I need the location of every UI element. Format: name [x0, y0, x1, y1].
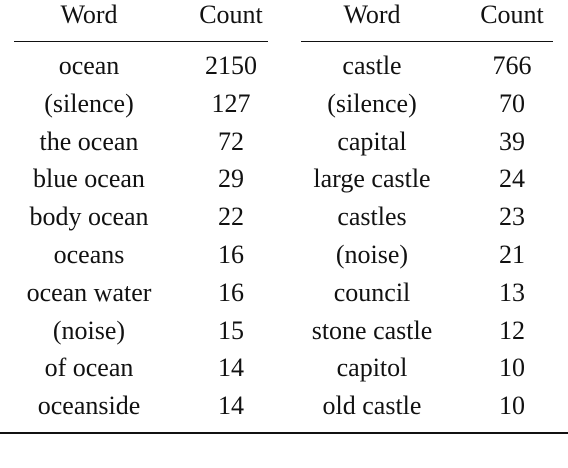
- right-count-cell: 10: [499, 391, 525, 420]
- right-count-cell: 70: [499, 89, 525, 118]
- right-count-cell: 10: [499, 353, 525, 382]
- right-count-cell: 13: [499, 278, 525, 307]
- right-word-cell: old castle: [322, 391, 422, 420]
- right-word-cell: large castle: [313, 164, 431, 193]
- left-word-cell: ocean: [58, 51, 120, 80]
- left-count-cell: 14: [218, 353, 244, 382]
- left-count-cell: 16: [218, 278, 244, 307]
- right-word-cell: council: [333, 278, 411, 307]
- left-word-cell: ocean water: [26, 278, 152, 307]
- left-header-rule: [14, 41, 268, 42]
- table-bottom-rule: [0, 432, 568, 434]
- left-word-cell: oceanside: [37, 391, 141, 420]
- right-word-cell: (noise): [335, 240, 409, 269]
- left-word-cell: (noise): [52, 316, 126, 345]
- right-count-cell: 23: [499, 202, 525, 231]
- right-count-cell: 24: [499, 164, 525, 193]
- right-word-cell: stone castle: [311, 316, 433, 345]
- left-header-word: Word: [60, 0, 118, 29]
- right-count-cell: 39: [499, 127, 525, 156]
- right-word-cell: castles: [337, 202, 407, 231]
- left-word-cell: blue ocean: [33, 164, 145, 193]
- left-count-cell: 16: [218, 240, 244, 269]
- right-word-cell: (silence): [327, 89, 417, 118]
- left-count-cell: 14: [218, 391, 244, 420]
- right-count-cell: 21: [499, 240, 525, 269]
- left-header-count: Count: [199, 0, 263, 29]
- right-word-cell: castle: [342, 51, 402, 80]
- left-count-cell: 2150: [205, 51, 257, 80]
- right-header-word: Word: [343, 0, 401, 29]
- left-word-cell: (silence): [44, 89, 134, 118]
- left-word-cell: the ocean: [39, 127, 139, 156]
- left-count-cell: 15: [218, 316, 244, 345]
- left-count-cell: 127: [211, 89, 251, 118]
- right-count-cell: 12: [499, 316, 525, 345]
- right-word-cell: capitol: [336, 353, 408, 382]
- right-count-cell: 766: [492, 51, 532, 80]
- left-word-cell: oceans: [53, 240, 125, 269]
- right-header-rule: [301, 41, 553, 42]
- left-count-cell: 72: [218, 127, 244, 156]
- left-count-cell: 22: [218, 202, 244, 231]
- truncated-caption-line: [0, 452, 568, 468]
- left-count-cell: 29: [218, 164, 244, 193]
- left-word-cell: of ocean: [44, 353, 134, 382]
- right-header-count: Count: [480, 0, 544, 29]
- right-word-cell: capital: [337, 127, 407, 156]
- left-word-cell: body ocean: [29, 202, 149, 231]
